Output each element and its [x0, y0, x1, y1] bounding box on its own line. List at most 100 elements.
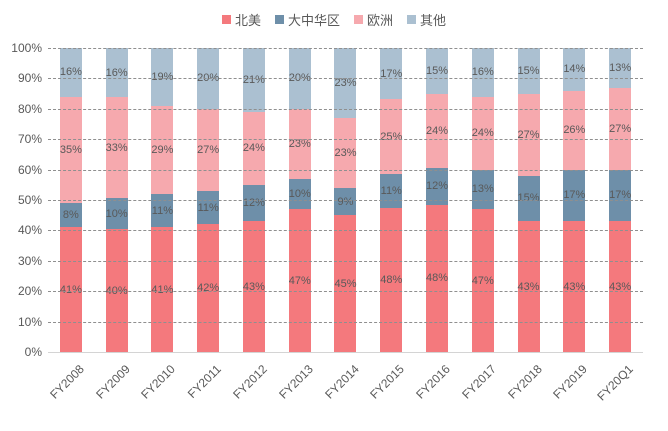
segment-value-label: 26% — [563, 124, 586, 137]
x-tick-label-FY20Q1: FY20Q1 — [594, 362, 637, 404]
segment-value-label: 16% — [59, 66, 82, 79]
segment-value-label: 10% — [105, 207, 128, 220]
segment-欧洲-FY2012: 24% — [242, 111, 265, 185]
segment-北美-FY2010: 41% — [151, 227, 173, 352]
legend-label: 大中华区 — [287, 13, 340, 28]
bar-column-FY2019: 43% 17% 26% 14% — [551, 48, 597, 352]
legend-item-1: 大中华区 — [274, 10, 340, 29]
bar-stack: 40% 10% 33% 16% — [106, 48, 128, 352]
segment-其他-FY20Q1: 13% — [609, 48, 631, 88]
bar-stack: 48% 11% 25% 17% — [380, 48, 402, 352]
segment-欧洲-FY2008: 35% — [60, 96, 82, 204]
segment-value-label: 20% — [197, 72, 220, 85]
segment-大中华区-FY2016: 12% — [426, 167, 449, 205]
plot-area: 41% 8% 35% 16% 40% 10% 33% 16% 41% 11% 29% 19% 42% 11… — [48, 48, 643, 353]
legend-item-3: 其他 — [407, 10, 446, 29]
bar-stack: 43% 17% 27% 13% — [609, 48, 631, 352]
x-tick-label-FY2011: FY2011 — [185, 362, 225, 401]
segment-欧洲-FY2015: 25% — [380, 99, 402, 175]
segment-value-label: 11% — [380, 184, 402, 197]
legend-swatch-icon — [274, 15, 284, 24]
y-tick-label: 90% — [17, 71, 42, 85]
segment-欧洲-FY2013: 23% — [288, 108, 311, 179]
segment-北美-FY2019: 43% — [563, 221, 585, 352]
x-tick-label-FY2019: FY2019 — [550, 362, 591, 402]
segment-大中华区-FY2013: 10% — [288, 178, 311, 210]
bar-column-FY2016: 48% 12% 24% 15% — [414, 48, 460, 352]
bar-column-FY2015: 48% 11% 25% 17% — [368, 48, 414, 352]
segment-value-label: 43% — [609, 280, 632, 293]
segment-value-label: 16% — [471, 66, 494, 79]
segment-其他-FY2015: 17% — [380, 48, 402, 100]
segment-value-label: 24% — [242, 142, 265, 155]
segment-其他-FY2019: 14% — [563, 48, 585, 91]
legend-item-0: 北美 — [221, 10, 261, 29]
x-tick-label-FY2016: FY2016 — [413, 362, 453, 402]
segment-其他-FY2010: 19% — [151, 48, 173, 106]
segment-value-label: 33% — [105, 141, 128, 154]
segment-北美-FY2017: 47% — [472, 209, 494, 352]
bar-stack: 41% 11% 29% 19% — [151, 48, 173, 352]
segment-其他-FY2013: 20% — [289, 48, 311, 109]
y-tick-label: 60% — [17, 163, 42, 177]
segment-北美-FY2015: 48% — [380, 207, 402, 352]
segment-value-label: 40% — [105, 284, 128, 297]
legend-swatch-icon — [354, 15, 363, 24]
segment-欧洲-FY2019: 26% — [563, 90, 586, 170]
segment-value-label: 10% — [288, 187, 311, 200]
bar-stack: 42% 11% 27% 20% — [197, 48, 219, 352]
x-tick-label-FY2009: FY2009 — [92, 362, 133, 402]
bar-column-FY2014: 45% 9% 23% 23% — [323, 48, 369, 352]
segment-其他-FY2008: 16% — [60, 48, 82, 97]
bar-stack: 48% 12% 24% 15% — [426, 48, 448, 352]
x-tick-label-FY2008: FY2008 — [47, 362, 87, 402]
segment-value-label: 43% — [563, 280, 586, 293]
segment-欧洲-FY2017: 24% — [472, 96, 494, 170]
segment-value-label: 15% — [517, 192, 540, 205]
segment-欧洲-FY2018: 27% — [517, 93, 540, 176]
segment-value-label: 48% — [426, 272, 449, 285]
segment-value-label: 41% — [59, 283, 82, 296]
x-tick-label-FY2017: FY2017 — [459, 362, 499, 402]
segment-北美-FY2014: 45% — [334, 215, 357, 352]
segment-value-label: 13% — [609, 61, 632, 74]
segment-value-label: 15% — [426, 65, 449, 78]
segment-value-label: 47% — [471, 274, 494, 287]
bar-stack: 41% 8% 35% 16% — [60, 48, 82, 352]
bar-stack: 47% 13% 24% 16% — [472, 48, 494, 352]
x-tick-label-FY2013: FY2013 — [275, 362, 316, 402]
x-tick-label-FY2010: FY2010 — [138, 362, 179, 402]
segment-大中华区-FY2010: 11% — [151, 193, 174, 228]
segment-欧洲-FY2016: 24% — [426, 94, 448, 168]
bar-column-FY2017: 47% 13% 24% 16% — [460, 48, 506, 352]
segment-value-label: 42% — [197, 282, 220, 295]
segment-欧洲-FY2009: 33% — [105, 97, 128, 199]
x-tick-label-FY2014: FY2014 — [321, 362, 362, 402]
bar-column-FY2018: 43% 15% 27% 15% — [506, 48, 552, 352]
segment-大中华区-FY2009: 10% — [105, 198, 128, 230]
x-tick-label-FY2015: FY2015 — [367, 362, 408, 402]
bar-column-FY20Q1: 43% 17% 27% 13% — [597, 48, 643, 352]
segment-北美-FY2011: 42% — [197, 224, 219, 352]
segment-其他-FY2017: 16% — [472, 48, 494, 97]
segment-value-label: 27% — [517, 128, 540, 141]
segment-value-label: 11% — [197, 201, 219, 214]
segment-欧洲-FY20Q1: 27% — [609, 87, 631, 170]
segment-北美-FY2013: 47% — [289, 209, 311, 352]
segment-北美-FY2009: 40% — [106, 229, 128, 352]
segment-value-label: 47% — [288, 274, 311, 287]
bar-column-FY2008: 41% 8% 35% 16% — [48, 48, 94, 352]
segment-value-label: 8% — [62, 209, 79, 222]
bar-column-FY2009: 40% 10% 33% 16% — [94, 48, 140, 352]
bar-stack: 43% 12% 24% 21% — [243, 48, 265, 352]
segment-value-label: 12% — [426, 180, 449, 193]
y-tick-label: 20% — [17, 284, 42, 298]
segment-其他-FY2012: 21% — [243, 48, 265, 112]
segment-value-label: 43% — [517, 280, 540, 293]
segment-value-label: 9% — [337, 195, 354, 208]
y-tick-label: 30% — [17, 254, 42, 268]
segment-北美-FY2012: 43% — [243, 221, 265, 352]
bar-stack: 45% 9% 23% 23% — [334, 48, 357, 352]
segment-value-label: 23% — [288, 137, 311, 150]
